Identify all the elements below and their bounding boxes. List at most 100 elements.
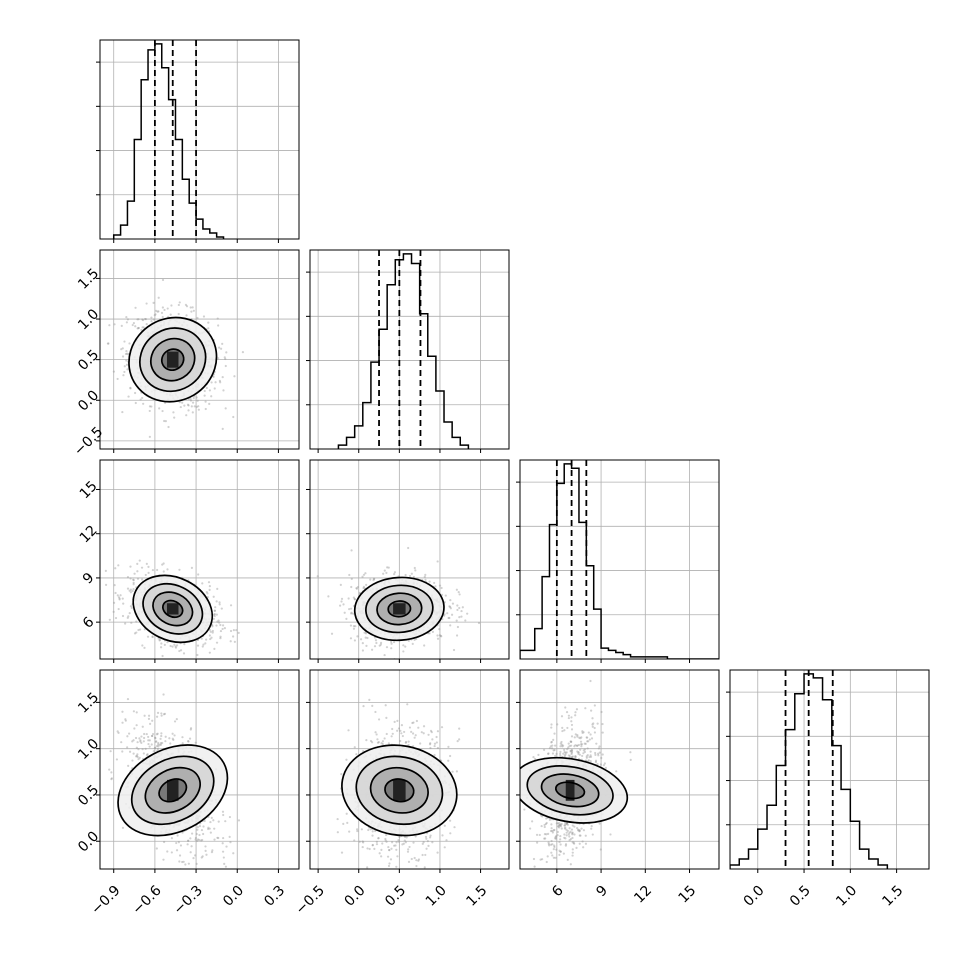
contour-line-2 — [355, 755, 444, 826]
scatter-point — [237, 631, 240, 634]
scatter-point — [135, 754, 139, 757]
scatter-point — [466, 612, 469, 615]
contour-line-3 — [353, 576, 445, 642]
scatter-point — [127, 395, 130, 398]
scatter-point — [162, 858, 165, 861]
density-core — [393, 779, 406, 801]
scatter-point — [136, 318, 139, 321]
scatter-point — [224, 820, 227, 823]
scatter-point — [114, 567, 117, 570]
scatter-point — [173, 734, 176, 737]
scatter-point — [156, 310, 159, 313]
scatter-point — [371, 648, 374, 651]
scatter-point — [155, 715, 159, 718]
scatter-point — [153, 746, 156, 750]
scatter-point — [413, 736, 416, 739]
scatter-point — [566, 726, 569, 730]
scatter-point — [121, 750, 124, 753]
scatter-point — [211, 849, 214, 852]
scatter-point — [169, 742, 172, 745]
scatter-point — [121, 614, 125, 618]
scatter-point — [433, 742, 437, 745]
scatter-point — [204, 400, 207, 403]
scatter-point — [550, 827, 553, 830]
scatter-point — [137, 318, 140, 321]
scatter-point — [363, 631, 366, 634]
scatter-point — [384, 704, 387, 707]
scatter-point — [193, 405, 196, 408]
scatter-point — [122, 374, 125, 377]
scatter-point — [361, 649, 365, 652]
scatter-point — [172, 411, 175, 414]
scatter-point — [112, 610, 115, 613]
scatter-point — [185, 414, 188, 417]
scatter-point — [451, 770, 454, 773]
scatter-point — [121, 826, 125, 829]
scatter-point — [140, 566, 144, 569]
scatter-point — [600, 710, 603, 714]
scatter-point — [108, 618, 111, 621]
scatter-point — [155, 309, 158, 312]
scatter-point — [433, 581, 436, 585]
scatter-point — [107, 342, 110, 345]
scatter-point — [166, 641, 169, 644]
scatter-point — [187, 409, 190, 412]
contour-line-1 — [144, 766, 201, 814]
scatter-point — [116, 594, 119, 597]
scatter-point — [550, 740, 553, 744]
scatter-point — [114, 616, 118, 620]
scatter-point — [430, 731, 433, 734]
scatter-point — [232, 629, 235, 632]
scatter-point — [343, 611, 346, 614]
scatter-point — [453, 826, 456, 829]
scatter-point — [190, 310, 193, 313]
scatter-point — [148, 745, 151, 748]
scatter-point — [196, 644, 200, 647]
scatter-point — [458, 738, 461, 741]
scatter-point — [352, 627, 356, 630]
scatter-point — [174, 646, 178, 649]
scatter-point — [215, 600, 218, 603]
scatter-point — [147, 717, 151, 720]
scatter-point — [348, 573, 351, 577]
scatter-point — [132, 752, 135, 755]
scatter-point — [151, 635, 154, 638]
scatter-point — [197, 405, 200, 408]
scatter-point — [390, 847, 393, 850]
scatter-point — [399, 739, 402, 743]
scatter-point — [353, 839, 356, 842]
scatter-point — [158, 639, 161, 642]
scatter-point — [398, 835, 401, 839]
scatter-point — [140, 578, 144, 581]
scatter-point — [160, 714, 163, 717]
scatter-point — [210, 395, 213, 398]
scatter-point — [147, 714, 151, 717]
scatter-point — [108, 768, 111, 771]
pair-panel-content — [100, 460, 299, 659]
scatter-point — [440, 726, 444, 729]
contour-line-0 — [384, 778, 415, 803]
scatter-point — [145, 732, 148, 736]
scatter-point — [124, 718, 127, 721]
scatter-point — [170, 851, 173, 854]
scatter-point — [212, 617, 215, 620]
scatter-point — [350, 611, 353, 614]
scatter-point — [157, 745, 160, 748]
scatter-point — [129, 588, 133, 591]
scatter-point — [460, 615, 463, 618]
scatter-point — [129, 386, 132, 389]
scatter-point — [121, 410, 124, 414]
scatter-point — [121, 597, 124, 600]
scatter-point — [390, 735, 393, 738]
scatter-point — [345, 617, 348, 621]
scatter-point — [590, 827, 593, 830]
scatter-point — [173, 643, 176, 646]
scatter-point — [129, 565, 132, 568]
scatter-point — [456, 604, 459, 607]
scatter-point — [162, 562, 165, 565]
scatter-point — [407, 546, 410, 550]
scatter-point — [122, 602, 125, 605]
scatter-point — [577, 743, 580, 747]
scatter-point — [194, 838, 197, 841]
scatter-point — [178, 649, 181, 653]
